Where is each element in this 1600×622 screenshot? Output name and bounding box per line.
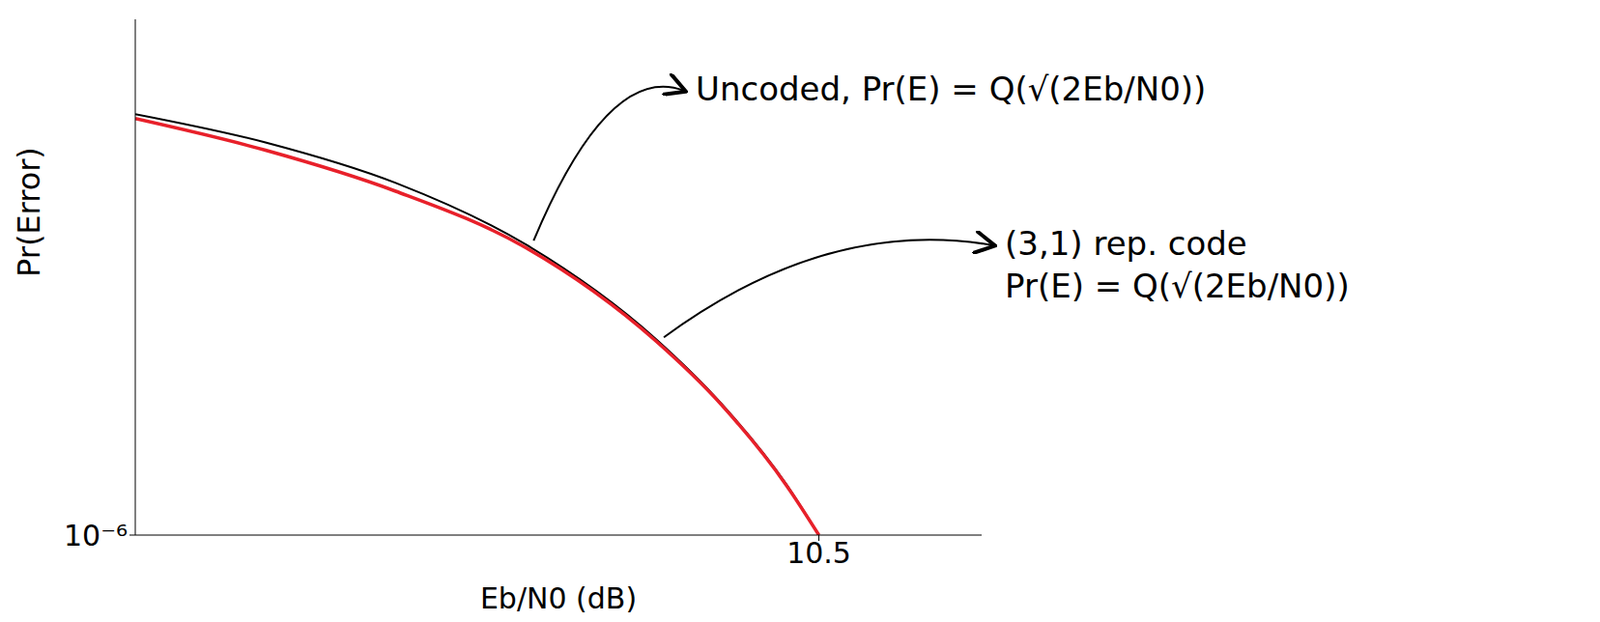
html-text:Uncoded, Pr(E) = Q(√(2Eb/N0)): Uncoded, Pr(E) = Q(√(2Eb/N0)): [695, 69, 1207, 109]
svg-text:10.5: 10.5: [786, 536, 852, 571]
svg-text:Eb/N0 (dB): Eb/N0 (dB): [480, 581, 637, 616]
html-text:Pr(E) = Q(√(2Eb/N0)): Pr(E) = Q(√(2Eb/N0)): [1004, 266, 1350, 306]
html-text:(3,1) rep. code: (3,1) rep. code: [1004, 224, 1248, 263]
svg-text:Pr(Error): Pr(Error): [10, 146, 48, 278]
svg-text:10⁻⁶: 10⁻⁶: [63, 518, 128, 553]
